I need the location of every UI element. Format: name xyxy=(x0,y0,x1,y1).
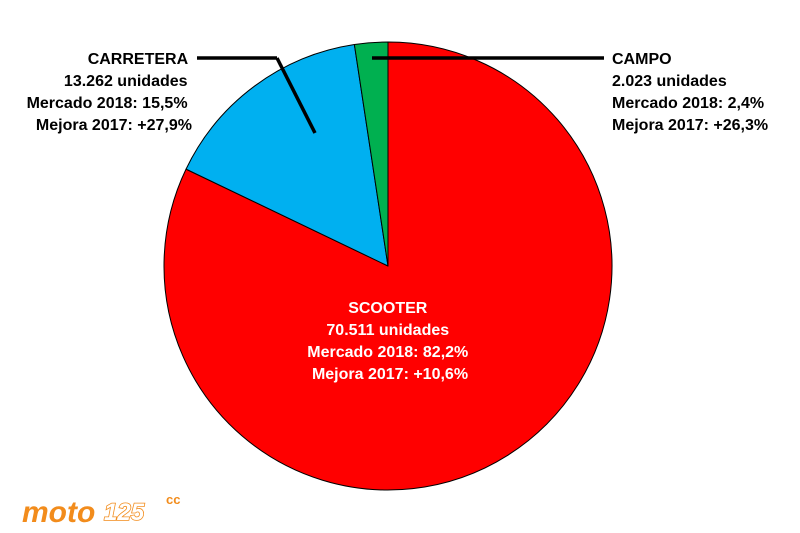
logo-unit: cc xyxy=(166,492,180,507)
label-campo: CAMPO 2.023 unidades Mercado 2018: 2,4% … xyxy=(612,51,769,134)
leader-line-carretera-diagonal xyxy=(275,57,317,134)
label-carretera-line-4: Mejora 2017: +27,9% xyxy=(36,117,192,134)
moto125-logo: moto 125 cc xyxy=(22,492,180,529)
label-scooter-line-2: 70.511 unidades xyxy=(326,322,449,339)
pie-slices xyxy=(163,41,613,491)
label-carretera-line-2: 13.262 unidades xyxy=(64,73,188,90)
pie-slice-campo xyxy=(353,41,389,267)
label-campo-line-3: Mercado 2018: 2,4% xyxy=(612,95,764,112)
slice-labels: CARRETERA 13.262 unidades Mercado 2018: … xyxy=(27,51,769,383)
label-campo-line-4: Mejora 2017: +26,3% xyxy=(612,117,768,134)
label-campo-line-1: CAMPO xyxy=(612,51,672,68)
label-scooter-line-4: Mejora 2017: +10,6% xyxy=(312,366,468,383)
logo-number: 125 xyxy=(104,499,145,526)
label-campo-line-2: 2.023 unidades xyxy=(612,73,727,90)
label-scooter-line-3: Mercado 2018: 82,2% xyxy=(307,344,468,361)
pie-slice-scooter xyxy=(163,41,613,491)
pie-slice-carretera xyxy=(185,44,389,267)
label-carretera: CARRETERA 13.262 unidades Mercado 2018: … xyxy=(27,51,192,134)
logo-brand: moto xyxy=(22,496,95,529)
label-carretera-line-3: Mercado 2018: 15,5% xyxy=(27,95,188,112)
label-scooter: SCOOTER 70.511 unidades Mercado 2018: 82… xyxy=(307,300,472,383)
leader-lines xyxy=(197,56,604,134)
label-scooter-line-1: SCOOTER xyxy=(348,300,428,317)
label-carretera-line-1: CARRETERA xyxy=(88,51,189,68)
